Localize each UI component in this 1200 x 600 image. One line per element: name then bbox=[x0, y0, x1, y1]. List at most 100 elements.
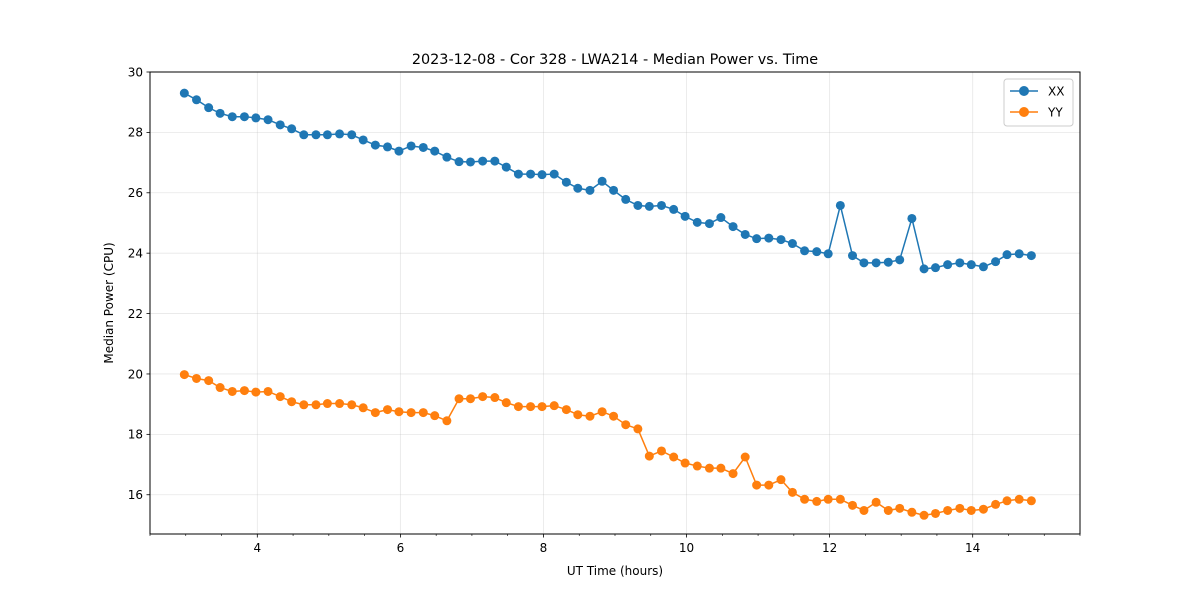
data-point-yy bbox=[835, 494, 845, 504]
x-tick-label: 14 bbox=[965, 541, 980, 555]
data-point-yy bbox=[978, 504, 988, 514]
data-point-xx bbox=[859, 258, 869, 268]
data-point-yy bbox=[442, 416, 452, 426]
data-point-xx bbox=[275, 120, 285, 130]
data-point-xx bbox=[907, 213, 917, 223]
data-point-xx bbox=[573, 183, 583, 193]
data-point-xx bbox=[549, 169, 559, 179]
data-point-xx bbox=[669, 204, 679, 214]
legend-swatch-marker-yy bbox=[1019, 107, 1029, 117]
data-point-yy bbox=[358, 403, 368, 413]
data-point-xx bbox=[561, 177, 571, 187]
data-point-xx bbox=[812, 247, 822, 257]
data-point-yy bbox=[370, 408, 380, 418]
data-point-xx bbox=[322, 130, 332, 140]
data-point-yy bbox=[275, 392, 285, 402]
data-point-yy bbox=[991, 499, 1001, 509]
x-tick-label: 12 bbox=[822, 541, 837, 555]
y-axis-label: Median Power (CPU) bbox=[102, 242, 116, 363]
x-axis-label: UT Time (hours) bbox=[567, 564, 663, 578]
data-point-yy bbox=[526, 402, 536, 412]
data-point-xx bbox=[835, 200, 845, 210]
data-point-xx bbox=[752, 234, 762, 244]
data-point-xx bbox=[1026, 251, 1036, 261]
data-point-yy bbox=[335, 399, 345, 409]
data-point-yy bbox=[501, 398, 511, 408]
chart-title: 2023-12-08 - Cor 328 - LWA214 - Median P… bbox=[412, 52, 818, 68]
data-point-xx bbox=[728, 222, 738, 232]
data-point-yy bbox=[251, 387, 261, 397]
data-point-xx bbox=[251, 113, 261, 123]
data-point-yy bbox=[609, 411, 619, 421]
y-tick-label: 26 bbox=[128, 186, 143, 200]
data-point-yy bbox=[966, 505, 976, 515]
data-point-xx bbox=[680, 211, 690, 221]
data-point-xx bbox=[740, 229, 750, 239]
data-point-xx bbox=[1014, 249, 1024, 259]
data-point-yy bbox=[347, 400, 357, 410]
data-point-xx bbox=[430, 146, 440, 156]
data-point-xx bbox=[513, 169, 523, 179]
data-point-yy bbox=[848, 500, 858, 510]
data-point-yy bbox=[454, 394, 464, 404]
data-point-yy bbox=[752, 480, 762, 490]
data-point-yy bbox=[383, 405, 393, 415]
data-point-xx bbox=[955, 258, 965, 268]
data-point-xx bbox=[692, 217, 702, 227]
data-point-yy bbox=[227, 386, 237, 396]
data-point-xx bbox=[215, 108, 225, 118]
x-tick-label: 6 bbox=[397, 541, 405, 555]
data-point-xx bbox=[490, 156, 500, 166]
data-point-xx bbox=[895, 255, 905, 265]
data-point-yy bbox=[657, 446, 666, 456]
data-point-yy bbox=[561, 405, 571, 415]
x-tick-label: 8 bbox=[540, 541, 548, 555]
data-point-yy bbox=[680, 458, 690, 468]
data-point-yy bbox=[800, 494, 810, 504]
data-point-yy bbox=[430, 411, 440, 421]
data-point-yy bbox=[192, 373, 201, 383]
data-point-xx bbox=[943, 260, 953, 270]
data-point-yy bbox=[716, 463, 726, 473]
data-point-xx bbox=[478, 156, 488, 166]
data-point-yy bbox=[179, 370, 189, 380]
y-tick-label: 16 bbox=[128, 488, 143, 502]
data-point-xx bbox=[764, 233, 774, 243]
data-point-yy bbox=[955, 503, 965, 513]
data-point-yy bbox=[204, 376, 214, 386]
y-tick-label: 18 bbox=[128, 428, 143, 442]
data-point-xx bbox=[454, 157, 464, 167]
data-point-xx bbox=[787, 239, 797, 249]
data-point-yy bbox=[465, 394, 475, 404]
data-point-yy bbox=[597, 407, 607, 417]
data-point-xx bbox=[418, 142, 428, 152]
data-point-yy bbox=[740, 452, 750, 462]
data-point-xx bbox=[394, 146, 404, 156]
legend-label-xx: XX bbox=[1048, 85, 1064, 99]
data-point-xx bbox=[633, 200, 643, 210]
data-point-yy bbox=[669, 452, 679, 462]
data-point-yy bbox=[299, 400, 309, 410]
data-point-xx bbox=[239, 112, 249, 122]
data-point-yy bbox=[215, 383, 225, 393]
data-point-xx bbox=[621, 194, 631, 204]
data-point-yy bbox=[394, 407, 404, 417]
data-point-xx bbox=[501, 162, 511, 172]
data-point-yy bbox=[883, 505, 893, 515]
data-point-xx bbox=[823, 249, 833, 259]
y-tick-label: 28 bbox=[128, 126, 143, 140]
data-point-xx bbox=[465, 157, 475, 167]
data-point-yy bbox=[871, 497, 881, 507]
legend-swatch-marker-xx bbox=[1019, 86, 1029, 96]
data-point-xx bbox=[358, 135, 368, 145]
y-tick-label: 30 bbox=[128, 65, 143, 79]
data-point-xx bbox=[383, 142, 393, 152]
data-point-yy bbox=[406, 408, 416, 418]
data-point-yy bbox=[812, 496, 822, 506]
data-point-xx bbox=[991, 257, 1001, 267]
data-point-yy bbox=[418, 408, 428, 418]
data-point-yy bbox=[573, 410, 583, 420]
data-point-yy bbox=[728, 469, 738, 479]
data-point-yy bbox=[1026, 496, 1036, 506]
